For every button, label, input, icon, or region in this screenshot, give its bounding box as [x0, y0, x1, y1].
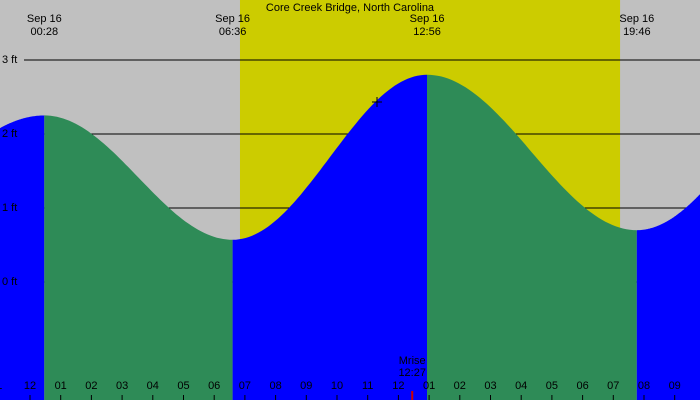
x-tick-label: 09 — [669, 380, 681, 392]
rising-tide — [0, 115, 45, 400]
x-tick-label: 07 — [607, 380, 619, 392]
x-tick-label: 01 — [55, 380, 67, 392]
x-tick-label: 08 — [269, 380, 281, 392]
falling-tide — [427, 74, 637, 400]
x-tick-label: 06 — [576, 380, 588, 392]
moon-time: 12:27 — [398, 367, 426, 379]
extreme-time: 12:56 — [413, 26, 441, 38]
x-tick-label: 03 — [484, 380, 496, 392]
y-tick-label: 1 ft — [2, 202, 17, 214]
x-tick-label: 06 — [208, 380, 220, 392]
moon-label: Mrise — [399, 355, 426, 367]
x-tick-label: 12 — [392, 380, 404, 392]
chart-title: Core Creek Bridge, North Carolina — [266, 2, 435, 14]
falling-tide — [44, 115, 233, 400]
y-tick-label: 2 ft — [2, 128, 17, 140]
x-tick-label: 01 — [423, 380, 435, 392]
x-tick-label: 02 — [454, 380, 466, 392]
x-tick-label: 07 — [239, 380, 251, 392]
extreme-time: 19:46 — [623, 26, 651, 38]
x-tick-label: 03 — [116, 380, 128, 392]
y-tick-label: 0 ft — [2, 276, 17, 288]
extreme-time: 06:36 — [219, 26, 247, 38]
extreme-date: Sep 16 — [410, 13, 445, 25]
x-tick-label: 12 — [24, 380, 36, 392]
x-tick-label: 10 — [331, 380, 343, 392]
extreme-time: 00:28 — [31, 26, 59, 38]
extreme-date: Sep 16 — [27, 13, 62, 25]
rising-tide — [232, 74, 427, 400]
y-tick-label: 3 ft — [2, 54, 17, 66]
x-tick-label: 09 — [300, 380, 312, 392]
now-marker — [372, 97, 382, 107]
rising-tide — [636, 194, 700, 400]
extreme-date: Sep 16 — [619, 13, 654, 25]
x-tick-label: 04 — [147, 380, 159, 392]
x-tick-label: 1 — [0, 380, 2, 392]
x-tick-label: 05 — [546, 380, 558, 392]
x-tick-label: 04 — [515, 380, 527, 392]
x-tick-label: 11 — [362, 380, 373, 392]
x-tick-label: 08 — [638, 380, 650, 392]
extreme-date: Sep 16 — [215, 13, 250, 25]
x-tick-label: 05 — [177, 380, 189, 392]
x-tick-label: 02 — [85, 380, 97, 392]
